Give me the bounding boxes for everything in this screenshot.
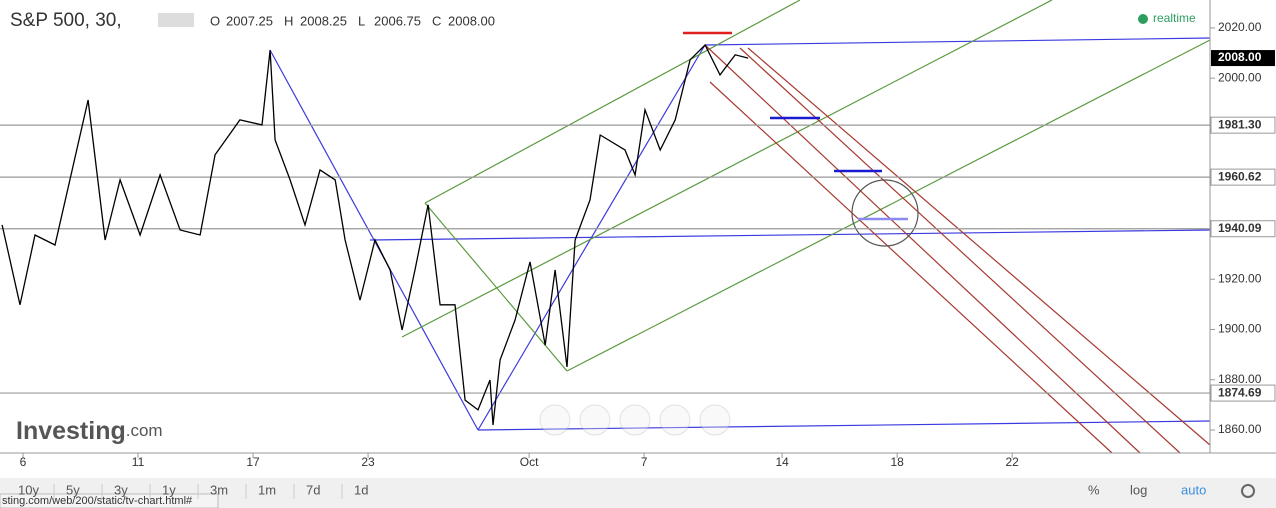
- zoom-controls[interactable]: [539, 404, 731, 436]
- trend-line: [369, 229, 1211, 241]
- pitchfork-line: [739, 47, 1181, 454]
- range-button[interactable]: 3y: [114, 482, 128, 497]
- zoom-in[interactable]: [659, 404, 691, 436]
- chart-title: S&P 500, 30,: [10, 10, 122, 31]
- reset[interactable]: [619, 404, 651, 436]
- x-tick-label: 18: [890, 455, 904, 469]
- status-dot: [1138, 14, 1148, 24]
- y-tick-label: 1860.00: [1218, 422, 1262, 436]
- range-button[interactable]: 1m: [258, 482, 276, 497]
- price-level-label: 1874.69: [1218, 385, 1262, 399]
- last-price-label: 2008.00: [1218, 50, 1262, 64]
- brand-suffix: .com: [126, 421, 163, 440]
- pitchfork-line: [704, 44, 1141, 454]
- ohlc-value: 2006.75: [374, 13, 421, 28]
- range-button[interactable]: 1d: [354, 482, 368, 497]
- trend-line: [704, 37, 1211, 46]
- x-tick-label: 23: [361, 455, 375, 469]
- x-tick-label: 7: [641, 455, 648, 469]
- x-tick-label: 11: [132, 455, 145, 469]
- pitchfork-line: [566, 39, 1211, 372]
- pitchfork-line: [424, 202, 568, 372]
- range-button[interactable]: 1y: [162, 482, 176, 497]
- x-tick-label: 17: [246, 455, 260, 469]
- price-label-box: [1210, 116, 1276, 134]
- range-button[interactable]: 3m: [210, 482, 228, 497]
- icons: [158, 13, 194, 27]
- price-level-label: 1960.62: [1218, 169, 1262, 183]
- scale-button[interactable]: log: [1130, 482, 1147, 497]
- y-tick-label: 2020.00: [1218, 20, 1262, 34]
- drawings: [0, 0, 1211, 454]
- price-label-box: [1210, 168, 1276, 186]
- pitchfork-line: [709, 81, 1113, 454]
- x-tick-label: 14: [775, 455, 789, 469]
- x-tick-label: Oct: [520, 455, 539, 469]
- range-button[interactable]: 10y: [18, 482, 39, 497]
- ohlc-value: 2008.25: [300, 13, 347, 28]
- brand-name: Investing: [16, 417, 126, 445]
- trend-line: [477, 420, 1211, 431]
- y-tick-label: 1920.00: [1218, 271, 1262, 285]
- scale-button[interactable]: auto: [1181, 482, 1206, 497]
- y-tick-label: 1900.00: [1218, 322, 1262, 336]
- y-tick-label: 2000.00: [1218, 70, 1262, 84]
- price-level-label: 1940.09: [1218, 221, 1262, 235]
- ohlc-value: 2007.25: [226, 13, 273, 28]
- zoom-out[interactable]: [579, 404, 611, 436]
- ohlc-key: L: [358, 13, 365, 28]
- ohlc-key: O: [210, 13, 220, 28]
- settings[interactable]: [1241, 484, 1255, 498]
- status: realtime: [1153, 11, 1196, 25]
- pitchfork-line: [401, 0, 1053, 338]
- pitchfork-line: [747, 47, 1211, 446]
- ohlc-value: 2008.00: [448, 13, 495, 28]
- price-label-box: [1210, 220, 1276, 238]
- price-line: [1, 43, 749, 426]
- x-tick-label: 22: [1005, 455, 1019, 469]
- last-price-box: [1211, 50, 1275, 67]
- scale-button[interactable]: %: [1088, 482, 1100, 497]
- scroll-left[interactable]: [539, 404, 571, 436]
- circle-annotation: [851, 179, 919, 247]
- ohlc-key: H: [284, 13, 293, 28]
- range-button[interactable]: 5y: [66, 482, 80, 497]
- range-button[interactable]: 7d: [306, 482, 320, 497]
- status-url: sting.com/web/200/static/tv-chart.html#: [2, 495, 193, 507]
- price-label-box: [1210, 384, 1276, 402]
- scroll-right[interactable]: [699, 404, 731, 436]
- x-tick-label: 6: [20, 455, 27, 469]
- ohlc-key: C: [432, 13, 441, 28]
- brand: Investing.com: [16, 417, 163, 445]
- y-tick-label: 1880.00: [1218, 372, 1262, 386]
- pitchfork-line: [424, 0, 801, 204]
- price-level-label: 1981.30: [1218, 117, 1262, 131]
